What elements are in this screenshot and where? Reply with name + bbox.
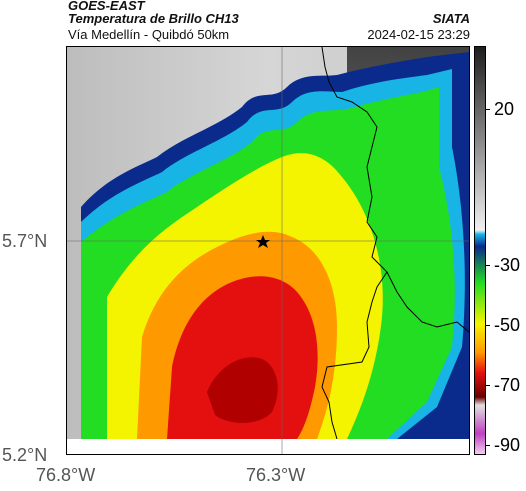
cloud-red-region: [167, 276, 318, 439]
map-canvas: [67, 47, 469, 454]
cb-tick-mark: [486, 385, 490, 386]
department-boundary: [321, 47, 469, 333]
cloud-darkred-core: [207, 357, 278, 423]
datetime-label: 2024-02-15 23:29: [367, 27, 470, 42]
agency-label: SIATA: [432, 11, 470, 26]
cb-tick-mark: [486, 445, 490, 446]
star-icon[interactable]: [256, 235, 270, 248]
cb-label-minus-90: -90: [494, 435, 521, 455]
municipal-boundary: [321, 271, 388, 440]
temperature-colorbar: [474, 46, 486, 455]
lon-tick-76-3: 76.3°W: [246, 465, 306, 485]
lon-tick-76-8: 76.8°W: [36, 465, 96, 485]
product-title: Temperatura de Brillo CH13: [68, 11, 239, 26]
map-bottom-margin: [67, 439, 469, 454]
cb-label-20: 20: [494, 99, 515, 119]
region-title: Vía Medellín - Quibdó 50km: [68, 27, 230, 42]
cb-tick-mark: [486, 109, 490, 110]
cb-label-minus-70: -70: [494, 375, 521, 395]
lat-tick-5-7: 5.7°N: [2, 231, 48, 251]
brightness-temperature-map[interactable]: [66, 46, 470, 455]
cb-label-minus-30: -30: [494, 255, 521, 275]
satellite-title: GOES-EAST: [68, 0, 145, 13]
cb-tick-mark: [486, 325, 490, 326]
lat-tick-5-2: 5.2°N: [2, 445, 48, 465]
cb-tick-mark: [486, 265, 490, 266]
cb-label-minus-50: -50: [494, 315, 521, 335]
